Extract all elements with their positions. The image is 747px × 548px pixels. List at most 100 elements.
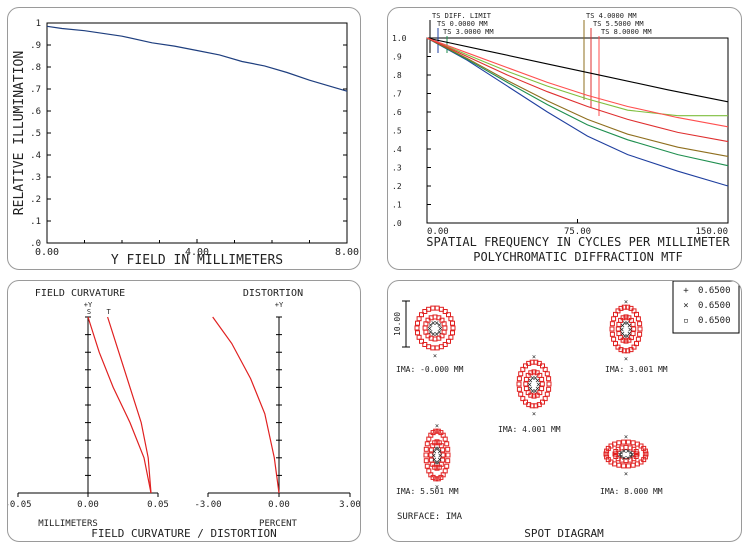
spot-point <box>621 304 627 310</box>
spot-point <box>424 441 430 447</box>
spot-point <box>440 452 446 458</box>
spot-point <box>430 345 436 351</box>
spot-point <box>450 320 455 326</box>
spot-point <box>618 305 624 311</box>
mtf-curve <box>426 37 729 167</box>
x-axis-label: SPATIAL FREQUENCY IN CYCLES PER MILLIMET… <box>426 235 730 249</box>
spot-point: × <box>436 444 441 453</box>
field-label: IMA: 3.001 MM <box>605 365 668 374</box>
spot-point <box>428 457 434 463</box>
spot-point <box>518 371 524 377</box>
spot-point: × <box>627 321 632 330</box>
spot-point <box>630 440 636 446</box>
y-tick-label: .8 <box>392 71 402 80</box>
spot-point <box>434 345 440 351</box>
y-tick-label: .4 <box>392 145 402 154</box>
surface-label: SURFACE: IMA <box>397 512 463 522</box>
spot-point: × <box>630 450 635 459</box>
spot-point: × <box>530 374 535 383</box>
spot-point: × <box>628 448 633 457</box>
legend-symbol: × <box>683 301 688 311</box>
spot-point <box>630 321 636 327</box>
spot-point: × <box>433 352 437 360</box>
spot-point: × <box>432 455 437 464</box>
spot-point <box>448 334 454 340</box>
spot-point: × <box>435 422 439 430</box>
mtf-curve <box>426 37 729 157</box>
spot-point <box>546 376 552 382</box>
curve-line <box>212 316 280 494</box>
spot-point <box>446 338 451 344</box>
series-marker: S <box>87 308 91 316</box>
x-tick-label: -3.00 <box>194 500 221 510</box>
spot-point <box>616 331 622 337</box>
spot-point <box>643 451 649 457</box>
spot-point <box>616 440 622 446</box>
spot-point <box>531 393 537 399</box>
spot-point <box>628 335 634 341</box>
spot-point <box>423 446 429 452</box>
spot-point <box>540 363 545 369</box>
spot-point: × <box>533 374 538 383</box>
spot-point <box>523 381 529 387</box>
y-tick-label: .2 <box>30 195 41 205</box>
spot-point <box>440 447 446 453</box>
field-label: IMA: 8.000 MM <box>600 487 663 496</box>
spot-point <box>445 452 451 458</box>
spot-point <box>635 336 641 342</box>
y-tick-label: .1 <box>30 217 41 227</box>
chart-title: POLYCHROMATIC DIFFRACTION MTF <box>473 250 683 264</box>
spot-point: × <box>628 325 633 334</box>
spot-point: × <box>434 318 439 327</box>
y-tick-label: .3 <box>392 164 402 173</box>
spot-point <box>604 454 610 460</box>
spot-point: × <box>530 386 535 395</box>
spot-point <box>628 305 634 311</box>
spot-point <box>625 439 631 445</box>
y-tick-label: 1 <box>36 19 41 29</box>
spot-point: × <box>625 331 630 340</box>
plot-frame <box>46 22 348 244</box>
y-tick-label: .1 <box>392 201 402 210</box>
spot-point: × <box>619 452 624 461</box>
spot-point <box>628 347 634 353</box>
y-tick-label: .9 <box>392 53 402 62</box>
spot-point: × <box>432 447 437 456</box>
spot-point <box>544 371 550 377</box>
spot-point <box>603 451 609 457</box>
spot-point: × <box>434 330 439 339</box>
spot-point <box>523 399 528 405</box>
field-label: IMA: 4.001 MM <box>498 425 561 434</box>
spot-point: × <box>436 458 441 467</box>
x-tick-label: 0.00 <box>35 247 59 258</box>
spot-point: × <box>527 380 532 389</box>
spot-point <box>450 330 455 336</box>
spot-point <box>618 317 624 323</box>
spot-point: × <box>536 380 541 389</box>
spot-point <box>415 320 420 326</box>
spot-point <box>516 376 522 382</box>
spot-point <box>609 321 615 327</box>
spot-point <box>539 376 545 382</box>
spot-point <box>518 391 524 397</box>
spot-point <box>416 334 422 340</box>
legend-label: TS DIFF. LIMIT <box>432 12 492 20</box>
spot-point: × <box>620 321 625 330</box>
spot-point <box>442 468 448 474</box>
spot-point: × <box>438 451 443 460</box>
spot-diagram-chart: +0.6500× 0.6500▫ 0.6500 10.00 ×××××××××××I… <box>393 281 740 540</box>
spot-point: × <box>622 447 627 456</box>
spot-point: × <box>624 470 628 478</box>
spot-diagram-panel: +0.6500 × 0.6500 ▫ 0.6500 10.00 × × × × × × × × × × × I… <box>387 280 742 542</box>
spot-point: × <box>625 447 630 456</box>
spot-point: × <box>434 458 439 467</box>
millimeters-label: MILLIMETERS <box>38 519 98 529</box>
spot-point: × <box>434 444 439 453</box>
field-curvature-title: FIELD CURVATURE <box>35 288 125 299</box>
spot-point <box>544 391 550 397</box>
y-tick-label: .9 <box>30 41 41 51</box>
y-tick-label: 1.0 <box>392 34 407 43</box>
spot-point <box>525 372 531 378</box>
spot-point <box>637 326 643 332</box>
series-marker: T <box>106 308 111 316</box>
